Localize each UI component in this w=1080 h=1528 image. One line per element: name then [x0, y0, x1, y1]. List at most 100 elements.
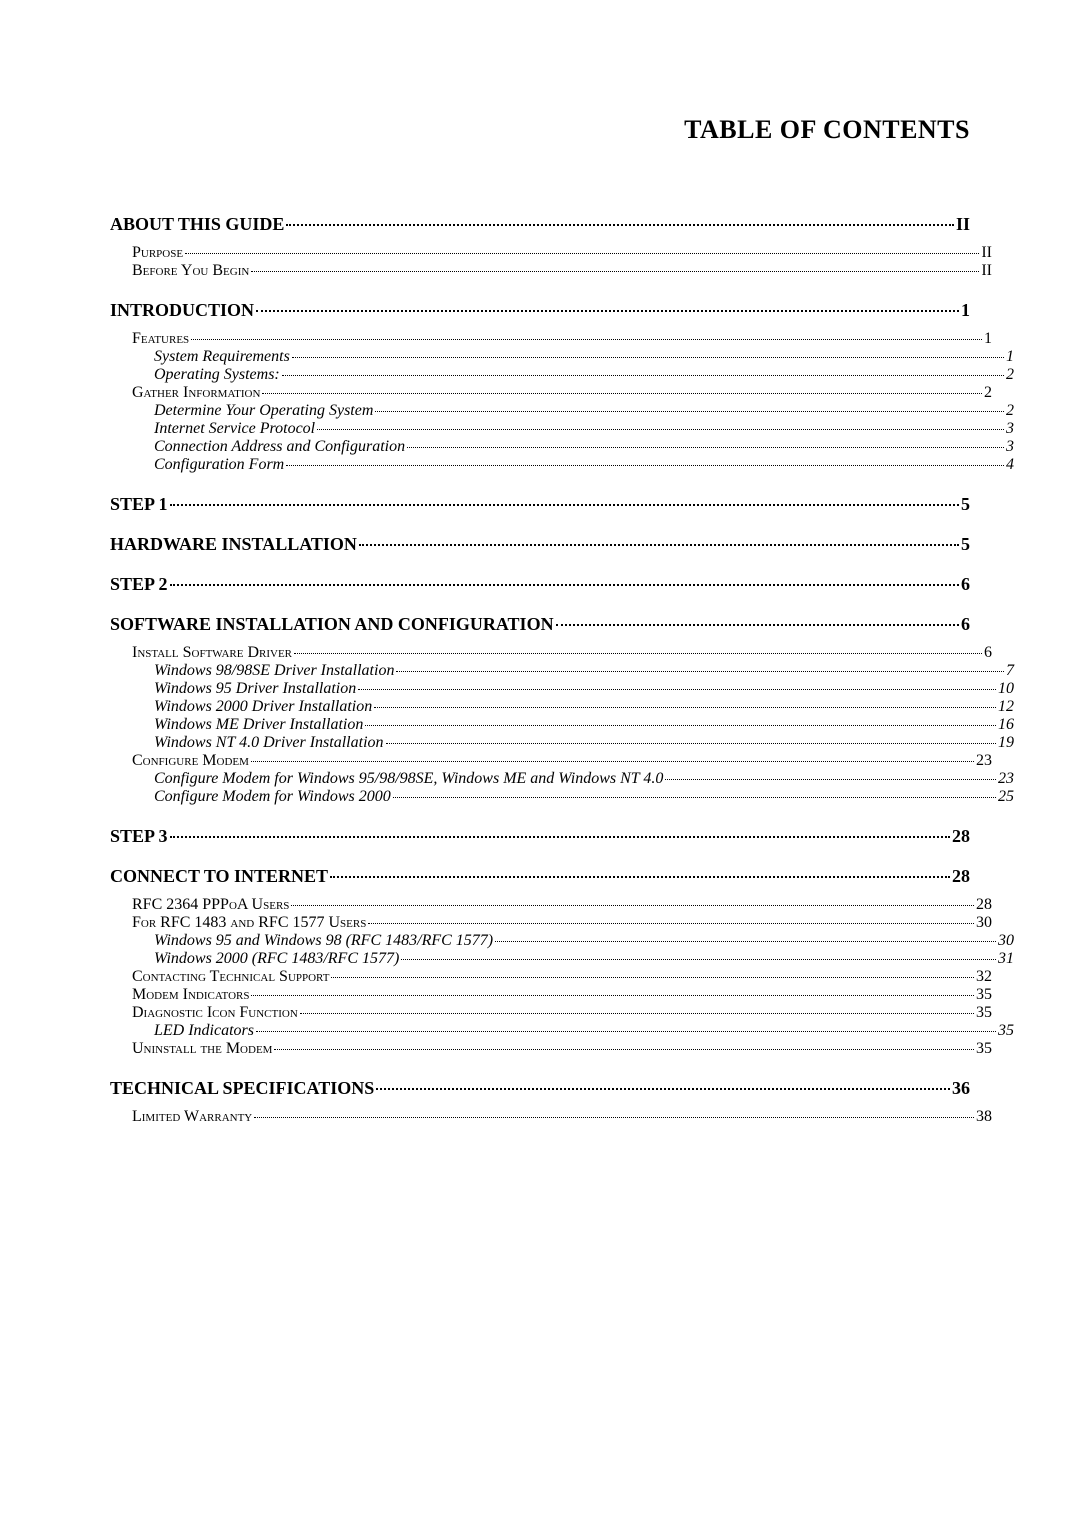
- toc-entry-page: 12: [998, 699, 1014, 715]
- toc-entry: Diagnostic Icon Function35: [110, 1005, 992, 1021]
- toc-entry-label: Internet Service Protocol: [154, 421, 315, 437]
- toc-dot-leader: [665, 779, 996, 780]
- toc-entry: HARDWARE INSTALLATION5: [110, 535, 970, 553]
- toc-entry-label: Connection Address and Configuration: [154, 439, 405, 455]
- toc-dot-leader: [358, 689, 996, 690]
- toc-entry: Windows 95 Driver Installation10: [110, 681, 1014, 697]
- toc-entry: CONNECT TO INTERNET28: [110, 867, 970, 885]
- toc-entry-label: ABOUT THIS GUIDE: [110, 215, 284, 233]
- toc-entry-label: LED Indicators: [154, 1023, 254, 1039]
- toc-entry-page: 28: [952, 867, 970, 885]
- toc-dot-leader: [495, 941, 996, 942]
- toc-entry: Gather Information2: [110, 385, 992, 401]
- toc-entry-label: Configure Modem for Windows 95/98/98SE, …: [154, 771, 663, 787]
- toc-dot-leader: [374, 707, 996, 708]
- toc-entry-page: 6: [984, 645, 992, 661]
- toc-entry: Windows NT 4.0 Driver Installation 19: [110, 735, 1014, 751]
- toc-entry-label: Determine Your Operating System: [154, 403, 373, 419]
- toc-entry-label: For RFC 1483 and RFC 1577 Users: [132, 915, 366, 931]
- toc-entry: Limited Warranty 38: [110, 1109, 992, 1125]
- toc-entry-page: 3: [1006, 421, 1014, 437]
- toc-entry-page: 6: [961, 615, 970, 633]
- toc-entry-page: 32: [976, 969, 992, 985]
- toc-dot-leader: [292, 357, 1004, 358]
- toc-dot-leader: [170, 836, 950, 838]
- toc-dot-leader: [251, 271, 979, 272]
- toc-entry-label: HARDWARE INSTALLATION: [110, 535, 357, 553]
- toc-entry-label: SOFTWARE INSTALLATION AND CONFIGURATION: [110, 615, 554, 633]
- page-title: TABLE OF CONTENTS: [110, 115, 970, 145]
- toc-entry: Before You BeginII: [110, 263, 992, 279]
- toc-entry: Windows 98/98SE Driver Installation7: [110, 663, 1014, 679]
- toc-entry-label: Limited Warranty: [132, 1109, 252, 1125]
- toc-entry-label: Windows 98/98SE Driver Installation: [154, 663, 394, 679]
- toc-entry-page: 3: [1006, 439, 1014, 455]
- toc-entry: For RFC 1483 and RFC 1577 Users 30: [110, 915, 992, 931]
- toc-entry-page: II: [981, 263, 992, 279]
- toc-dot-leader: [294, 653, 982, 654]
- toc-entry-page: 25: [998, 789, 1014, 805]
- toc-dot-leader: [331, 977, 974, 978]
- toc-entry-page: 28: [976, 897, 992, 913]
- toc-entry: Configure Modem for Windows 2000 25: [110, 789, 1014, 805]
- toc-dot-leader: [291, 905, 974, 906]
- toc-dot-leader: [256, 310, 959, 312]
- toc-entry-page: 1: [1006, 349, 1014, 365]
- toc-dot-leader: [375, 411, 1004, 412]
- toc-entry-page: 23: [976, 753, 992, 769]
- toc-entry: Configuration Form4: [110, 457, 1014, 473]
- toc-entry-page: 35: [976, 1041, 992, 1057]
- toc-entry-label: Windows 2000 Driver Installation: [154, 699, 372, 715]
- toc-entry-page: 28: [952, 827, 970, 845]
- toc-entry-label: Windows 95 and Windows 98 (RFC 1483/RFC …: [154, 933, 493, 949]
- toc-dot-leader: [286, 224, 954, 226]
- toc-entry-page: 31: [998, 951, 1014, 967]
- toc-entry-label: Gather Information: [132, 385, 260, 401]
- toc-entry: Features 1: [110, 331, 992, 347]
- toc-entry-label: Modem Indicators: [132, 987, 249, 1003]
- toc-dot-leader: [274, 1049, 974, 1050]
- toc-entry-label: Configure Modem for Windows 2000: [154, 789, 391, 805]
- toc-dot-leader: [386, 743, 996, 744]
- toc-entry: Install Software Driver6: [110, 645, 992, 661]
- toc-dot-leader: [256, 1031, 996, 1032]
- toc-dot-leader: [368, 923, 974, 924]
- toc-entry: Connection Address and Configuration 3: [110, 439, 1014, 455]
- toc-entry-label: Windows NT 4.0 Driver Installation: [154, 735, 384, 751]
- toc-entry-page: 1: [984, 331, 992, 347]
- toc-entry-label: System Requirements: [154, 349, 290, 365]
- toc-entry-label: STEP 2: [110, 575, 168, 593]
- toc-entry-page: 10: [998, 681, 1014, 697]
- toc-dot-leader: [251, 995, 974, 996]
- toc-entry-label: Configuration Form: [154, 457, 284, 473]
- toc-dot-leader: [185, 253, 979, 254]
- toc-entry-label: Features: [132, 331, 189, 347]
- toc-entry: Windows 95 and Windows 98 (RFC 1483/RFC …: [110, 933, 1014, 949]
- toc-entry-page: 38: [976, 1109, 992, 1125]
- toc-dot-leader: [170, 584, 959, 586]
- page-container: TABLE OF CONTENTS ABOUT THIS GUIDEIIPurp…: [0, 0, 1080, 1528]
- toc-entry: Contacting Technical Support32: [110, 969, 992, 985]
- toc-entry-page: 30: [976, 915, 992, 931]
- toc-dot-leader: [300, 1013, 974, 1014]
- toc-dot-leader: [407, 447, 1004, 448]
- toc-entry: Configure Modem23: [110, 753, 992, 769]
- toc-entry-page: 30: [998, 933, 1014, 949]
- toc-entry: SOFTWARE INSTALLATION AND CONFIGURATION 6: [110, 615, 970, 633]
- toc-entry-page: 19: [998, 735, 1014, 751]
- toc-dot-leader: [365, 725, 996, 726]
- toc-entry: STEP 328: [110, 827, 970, 845]
- toc-dot-leader: [330, 876, 950, 878]
- toc-entry: Configure Modem for Windows 95/98/98SE, …: [110, 771, 1014, 787]
- toc-entry: STEP 26: [110, 575, 970, 593]
- toc-dot-leader: [282, 375, 1004, 376]
- toc-entry-page: II: [956, 215, 970, 233]
- toc-entry-page: II: [981, 245, 992, 261]
- toc-entry-label: Windows 2000 (RFC 1483/RFC 1577): [154, 951, 399, 967]
- toc-dot-leader: [376, 1088, 950, 1090]
- toc-entry: System Requirements 1: [110, 349, 1014, 365]
- toc-entry: Determine Your Operating System 2: [110, 403, 1014, 419]
- toc-entry-label: Uninstall the Modem: [132, 1041, 272, 1057]
- toc-dot-leader: [556, 624, 959, 626]
- toc-entry-page: 2: [1006, 403, 1014, 419]
